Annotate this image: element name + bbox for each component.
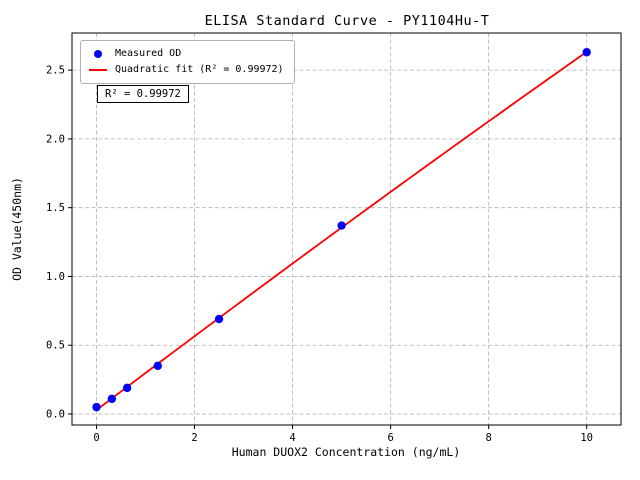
x-tick-label: 6 xyxy=(387,432,393,444)
data-points xyxy=(92,48,591,412)
legend-entry-measured-od: Measured OD xyxy=(89,46,284,62)
fit-line xyxy=(95,51,588,411)
data-point xyxy=(337,221,346,230)
y-tick-label: 1.0 xyxy=(46,271,65,283)
legend-label-measured-od: Measured OD xyxy=(115,48,182,59)
x-axis-label: Human DUOX2 Concentration (ng/mL) xyxy=(231,445,461,459)
x-tick-label: 4 xyxy=(289,432,295,444)
data-point xyxy=(92,402,101,412)
data-point xyxy=(122,383,132,393)
data-point xyxy=(214,314,224,324)
legend-line-icon xyxy=(89,69,107,71)
x-tick-label: 10 xyxy=(580,432,593,444)
tick-labels: 0 2 4 6 8 10 0.0 0.5 1.0 1.5 2.0 2.5 xyxy=(46,65,593,444)
data-point xyxy=(582,48,591,57)
tick-marks xyxy=(68,69,588,429)
legend-label-quadratic-fit: Quadratic fit (R² = 0.99972) xyxy=(115,64,284,75)
legend-entry-quadratic-fit: Quadratic fit (R² = 0.99972) xyxy=(89,62,284,78)
legend-marker-icon xyxy=(94,50,102,58)
x-tick-label: 8 xyxy=(485,432,491,444)
y-tick-label: 0.5 xyxy=(46,340,65,352)
data-point xyxy=(153,361,162,371)
grid-lines xyxy=(72,33,621,425)
y-tick-label: 1.5 xyxy=(46,202,65,214)
x-tick-label: 0 xyxy=(93,432,99,444)
y-tick-label: 0.0 xyxy=(46,408,65,420)
y-tick-label: 2.5 xyxy=(46,65,65,77)
r-squared-annotation: R² = 0.99972 xyxy=(97,85,189,103)
x-tick-label: 2 xyxy=(191,432,197,444)
chart-title: ELISA Standard Curve - PY1104Hu-T xyxy=(204,13,490,29)
axes-border xyxy=(71,32,622,426)
y-tick-label: 2.0 xyxy=(46,133,65,145)
data-point xyxy=(107,394,117,404)
legend: Measured OD Quadratic fit (R² = 0.99972) xyxy=(80,40,295,84)
